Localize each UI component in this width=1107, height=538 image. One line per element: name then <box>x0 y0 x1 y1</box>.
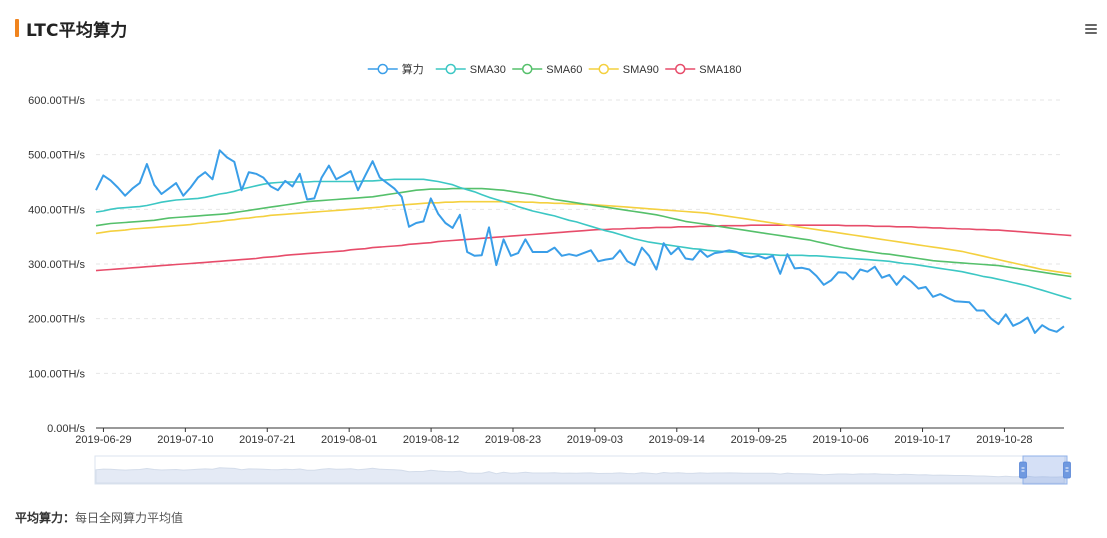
chart-title: LTC平均算力 <box>15 17 128 41</box>
y-tick-label: 200.00TH/s <box>28 314 85 326</box>
x-tick-label: 2019-10-28 <box>976 434 1032 446</box>
footer-note: 平均算力：每日全网算力平均值 <box>15 509 183 526</box>
y-tick-label: 300.00TH/s <box>28 259 85 271</box>
legend-item-label[interactable]: 算力 <box>402 62 424 76</box>
hashrate-line-chart: 0.00H/s 100.00TH/s 200.00TH/s 300.00TH/s 400… <box>28 62 1072 485</box>
series-line-hashrate <box>95 149 1065 334</box>
footer-description: 每日全网算力平均值 <box>75 511 184 525</box>
zoom-slider-preview <box>95 467 1065 484</box>
x-tick-label: 2019-06-29 <box>75 434 131 446</box>
series-line-sma60 <box>95 187 1072 278</box>
footer-label: 平均算力： <box>15 511 76 525</box>
legend-marker-circle[interactable] <box>675 63 686 75</box>
y-tick-label: 500.00TH/s <box>28 150 85 162</box>
x-tick-label: 2019-08-12 <box>403 434 459 446</box>
legend-item-label[interactable]: SMA180 <box>699 64 741 76</box>
zoom-handle-left[interactable] <box>1019 461 1027 479</box>
zoom-handle-right[interactable] <box>1063 461 1071 479</box>
title-accent-bar <box>15 19 19 37</box>
zoom-selection-window[interactable] <box>1022 455 1068 485</box>
x-tick-label: 2019-09-03 <box>567 434 623 446</box>
legend-marker-circle[interactable] <box>598 63 609 75</box>
x-tick-label: 2019-10-17 <box>894 434 950 446</box>
x-tick-label: 2019-09-14 <box>649 434 705 446</box>
x-tick-label: 2019-10-06 <box>812 434 868 446</box>
x-tick-label: 2019-08-23 <box>485 434 541 446</box>
hamburger-menu-icon[interactable] <box>1085 24 1097 36</box>
x-tick-label: 2019-07-10 <box>157 434 213 446</box>
y-tick-label: 600.00TH/s <box>28 95 85 107</box>
legend-marker-circle[interactable] <box>377 63 388 75</box>
y-tick-label: 400.00TH/s <box>28 204 85 216</box>
x-tick-label: 2019-07-21 <box>239 434 295 446</box>
y-tick-label: 0.00H/s <box>47 423 85 435</box>
legend-item-label[interactable]: SMA90 <box>623 64 659 76</box>
series-line-sma30 <box>95 178 1072 300</box>
legend-item-label[interactable]: SMA60 <box>546 64 582 76</box>
legend-marker-circle[interactable] <box>522 63 533 75</box>
legend-marker-circle[interactable] <box>445 63 456 75</box>
page-title: LTC平均算力 <box>26 20 128 41</box>
x-tick-label: 2019-09-25 <box>731 434 787 446</box>
y-tick-label: 100.00TH/s <box>28 368 85 380</box>
series-line-sma90 <box>95 200 1072 275</box>
series-line-sma180 <box>95 224 1072 272</box>
legend-item-label[interactable]: SMA30 <box>470 64 506 76</box>
x-tick-label: 2019-08-01 <box>321 434 377 446</box>
